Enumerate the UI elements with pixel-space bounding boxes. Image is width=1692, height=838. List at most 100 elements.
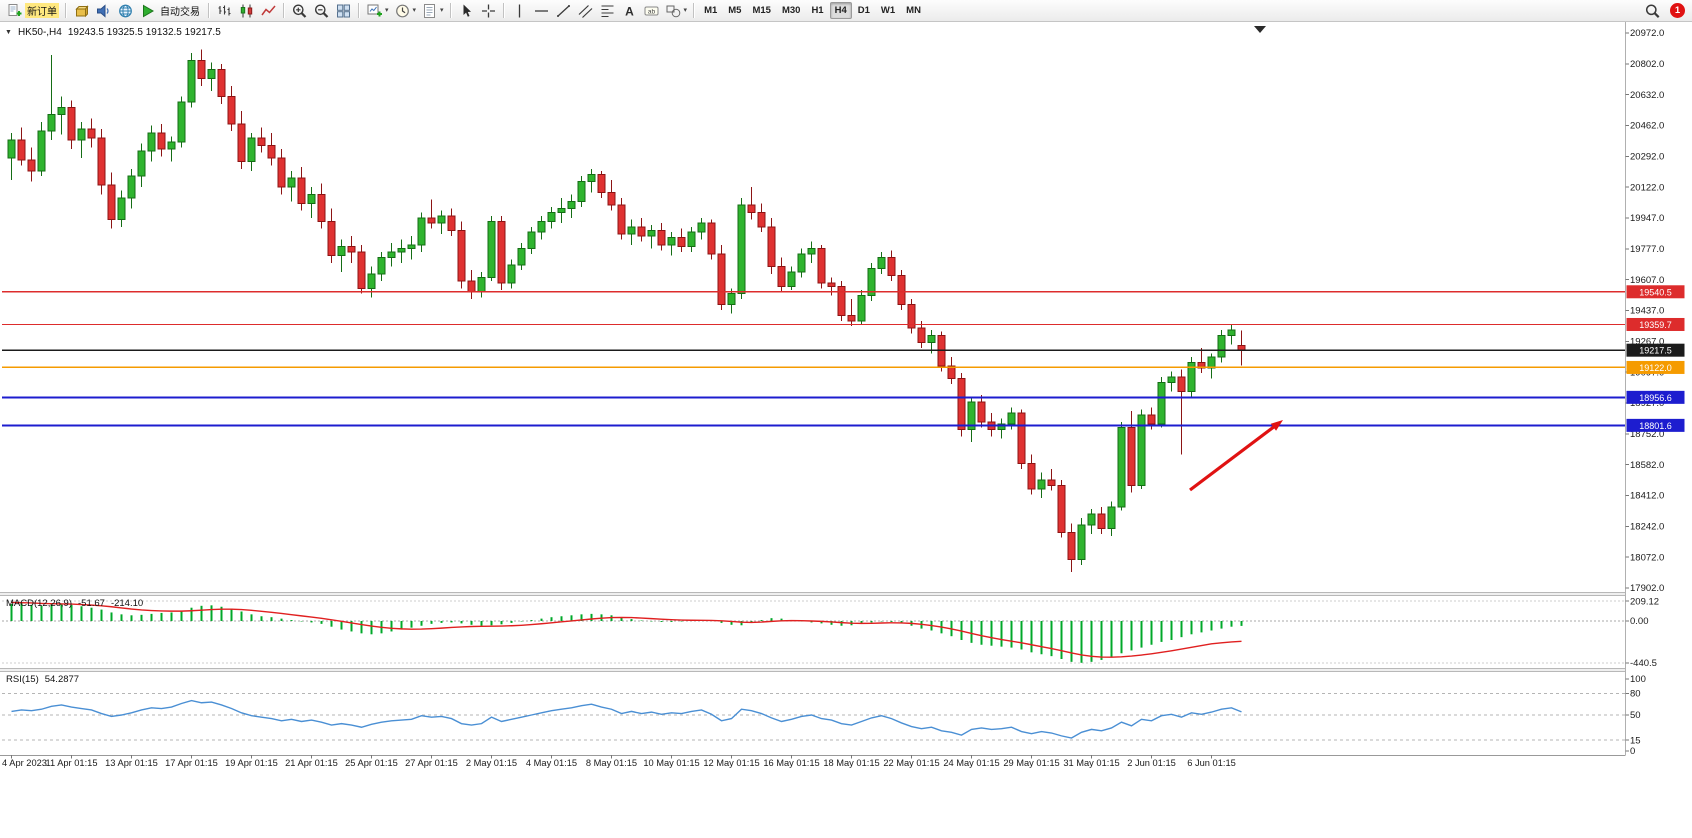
crosshair-icon: [480, 3, 497, 19]
svg-text:19359.7: 19359.7: [1639, 320, 1672, 330]
equidistant-channel-button[interactable]: [575, 1, 596, 21]
svg-text:29 May 01:15: 29 May 01:15: [1003, 758, 1059, 768]
notification-badge[interactable]: 1: [1670, 3, 1685, 18]
timeframe-m5[interactable]: M5: [728, 5, 742, 16]
svg-text:18 May 01:15: 18 May 01:15: [823, 758, 879, 768]
svg-text:18801.6: 18801.6: [1639, 421, 1672, 431]
bars-icon: [216, 3, 233, 19]
fibonacci-button[interactable]: [597, 1, 618, 21]
market-depth-button[interactable]: [71, 1, 92, 21]
new-chart-button[interactable]: ▾: [364, 1, 391, 21]
svg-text:19122.0: 19122.0: [1639, 363, 1672, 373]
profiles-button[interactable]: ▾: [392, 1, 419, 21]
autotrading-button[interactable]: 自动交易: [137, 1, 204, 21]
new-order-button-label: 新订单: [25, 3, 59, 18]
shapes-icon: [665, 3, 682, 19]
news-button[interactable]: [115, 1, 136, 21]
speaker-icon: [95, 3, 112, 19]
chart-title: ▼ HK50-,H4 19243.5 19325.5 19132.5 19217…: [5, 27, 221, 38]
rsi-line: [11, 699, 1242, 739]
text-label-button[interactable]: ab: [641, 1, 662, 21]
timeframe-m1[interactable]: M1: [704, 5, 718, 16]
svg-text:2 Jun 01:15: 2 Jun 01:15: [1127, 758, 1176, 768]
chart-canvas[interactable]: 20972.0 20802.0 20632.0 20462.0 20292.0 20122…: [0, 22, 1692, 838]
timeframe-h4[interactable]: H4: [829, 2, 852, 19]
timeframe-mn[interactable]: MN: [906, 5, 921, 16]
autotrading-button-label: 自动交易: [160, 7, 200, 18]
svg-text:16 May 01:15: 16 May 01:15: [763, 758, 819, 768]
cursor-button[interactable]: [456, 1, 477, 21]
timeframe-d1[interactable]: D1: [857, 5, 870, 16]
svg-text:0.00: 0.00: [1630, 616, 1649, 627]
candlestick-chart-mode-button[interactable]: [236, 1, 257, 21]
svg-text:22 May 01:15: 22 May 01:15: [883, 758, 939, 768]
toolbar-separator: [358, 3, 360, 18]
svg-text:2 May 01:15: 2 May 01:15: [466, 758, 517, 768]
play-icon: [139, 3, 156, 19]
svg-text:20972.0: 20972.0: [1630, 28, 1664, 39]
sounds-button[interactable]: [93, 1, 114, 21]
svg-text:4 May 01:15: 4 May 01:15: [526, 758, 577, 768]
collapse-caret-icon[interactable]: ▼: [5, 29, 12, 36]
horizontal-line-button[interactable]: [531, 1, 552, 21]
svg-text:6 Jun 01:15: 6 Jun 01:15: [1187, 758, 1236, 768]
dropdown-caret-icon: ▾: [385, 7, 389, 14]
toolbar-separator: [502, 3, 505, 18]
fibo-icon: [599, 3, 616, 19]
svg-text:17902.0: 17902.0: [1630, 583, 1664, 594]
globe-icon: [117, 3, 134, 19]
templates-button[interactable]: ▾: [419, 1, 446, 21]
label-icon: ab: [643, 3, 660, 19]
svg-text:209.12: 209.12: [1630, 596, 1659, 607]
svg-text:19540.5: 19540.5: [1639, 287, 1672, 297]
trendline-button[interactable]: [553, 1, 574, 21]
toolbar-separator: [65, 3, 67, 18]
svg-text:19947.0: 19947.0: [1630, 213, 1664, 224]
svg-text:15: 15: [1630, 735, 1641, 746]
timeframe-m15[interactable]: M15: [752, 5, 771, 16]
svg-text:20802.0: 20802.0: [1630, 59, 1664, 70]
zoom-out-button[interactable]: [311, 1, 332, 21]
dropdown-caret-icon: ▾: [412, 7, 417, 14]
bar-chart-mode-button[interactable]: [214, 1, 235, 21]
scroll-to-end-marker[interactable]: [1254, 26, 1266, 33]
line-chart-mode-button[interactable]: [258, 1, 279, 21]
svg-text:19267.0: 19267.0: [1630, 337, 1664, 348]
timeframe-w1[interactable]: W1: [880, 5, 896, 16]
channel-icon: [577, 3, 594, 19]
shapes-button[interactable]: ▾: [663, 1, 690, 21]
svg-text:31 May 01:15: 31 May 01:15: [1063, 758, 1119, 768]
search-button[interactable]: [1642, 1, 1663, 21]
svg-text:20632.0: 20632.0: [1630, 90, 1664, 101]
macd-histogram: [10, 602, 1243, 663]
toolbar-right: 1: [1642, 1, 1688, 21]
toolbar-separator: [449, 3, 452, 18]
price-badges: 19540.5 19359.7 19217.5 19122.0 18956.6 18801…: [1626, 285, 1685, 432]
svg-text:17 Apr 01:15: 17 Apr 01:15: [165, 758, 218, 768]
timeframe-h1[interactable]: H1: [811, 5, 824, 16]
dropdown-caret-icon: ▾: [440, 7, 444, 14]
svg-text:18752.0: 18752.0: [1630, 429, 1664, 440]
textA-icon: A: [621, 3, 638, 19]
svg-text:8 May 01:15: 8 May 01:15: [586, 758, 637, 768]
trend-arrow-annotation[interactable]: [1189, 420, 1283, 492]
trend-icon: [555, 3, 572, 19]
chart-plus-icon: [366, 3, 383, 19]
cube-icon: [73, 3, 90, 19]
dropdown-caret-icon: ▾: [683, 7, 688, 14]
zoom-in-button[interactable]: [289, 1, 310, 21]
svg-text:-440.5: -440.5: [1630, 658, 1657, 669]
new-order-button[interactable]: 新订单: [4, 1, 61, 21]
svg-text:18412.0: 18412.0: [1630, 491, 1664, 502]
cursor-icon: [458, 3, 475, 19]
line-icon: [260, 3, 277, 19]
timeframe-m30[interactable]: M30: [781, 5, 801, 16]
svg-text:20462.0: 20462.0: [1630, 121, 1664, 132]
crosshair-button[interactable]: [478, 1, 499, 21]
vertical-line-button[interactable]: [509, 1, 530, 21]
tile-windows-button[interactable]: [333, 1, 354, 21]
text-button[interactable]: A: [619, 1, 640, 21]
svg-text:ab: ab: [647, 8, 655, 15]
